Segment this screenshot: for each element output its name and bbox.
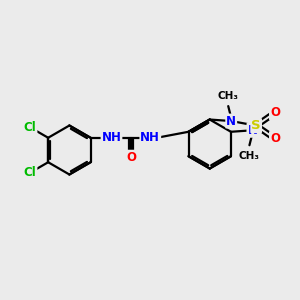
Text: N: N	[226, 115, 236, 128]
Text: O: O	[126, 151, 136, 164]
Text: N: N	[248, 124, 257, 137]
Text: Cl: Cl	[24, 166, 36, 179]
Text: O: O	[270, 106, 280, 119]
Text: O: O	[270, 132, 280, 145]
Text: Cl: Cl	[24, 121, 36, 134]
Text: CH₃: CH₃	[239, 151, 260, 160]
Text: CH₃: CH₃	[218, 91, 239, 101]
Text: NH: NH	[140, 131, 160, 144]
Text: NH: NH	[101, 131, 122, 144]
Text: S: S	[251, 119, 261, 132]
